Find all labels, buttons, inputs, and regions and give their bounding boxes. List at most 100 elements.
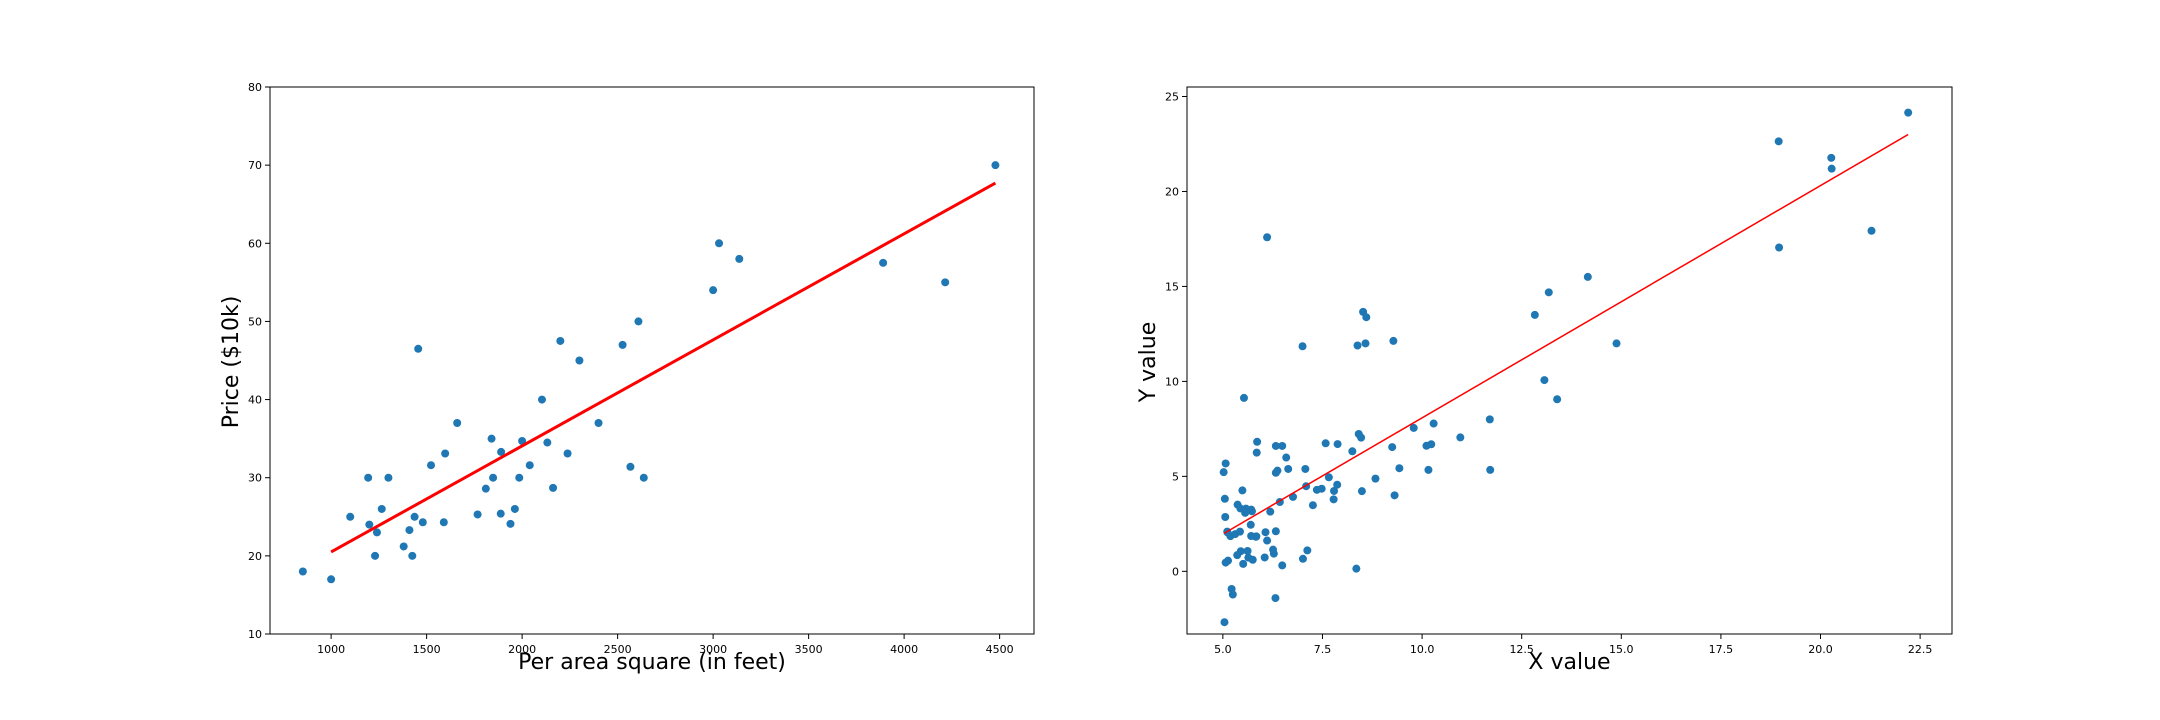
- data-point: [372, 528, 381, 537]
- data-point: [1221, 459, 1230, 468]
- data-point: [1429, 419, 1438, 428]
- data-point: [709, 286, 718, 295]
- data-point: [497, 447, 506, 456]
- x-tick-label: 5.0: [1214, 643, 1232, 656]
- data-point: [563, 449, 572, 458]
- data-point: [1321, 439, 1330, 448]
- y-tick-label: 60: [248, 237, 262, 250]
- data-point: [1308, 501, 1317, 510]
- data-point: [543, 438, 552, 447]
- data-point: [518, 436, 527, 445]
- data-point: [1220, 618, 1229, 627]
- x-ticks: 5.0 7.5 10.0 12.5 15.0 17.5 20.0 22.5: [1214, 634, 1932, 656]
- y-tick-label: 10: [1165, 375, 1179, 388]
- x-tick-label: 4500: [986, 643, 1014, 656]
- x-axis-label: Per area square (in feet): [518, 650, 786, 675]
- data-point: [1252, 448, 1261, 457]
- data-point: [346, 512, 355, 521]
- data-point: [515, 473, 524, 482]
- data-point: [1424, 465, 1433, 474]
- y-tick-label: 20: [248, 550, 262, 563]
- data-point: [399, 542, 408, 551]
- data-point: [384, 473, 393, 482]
- data-point: [1235, 527, 1244, 536]
- scatter-points: [1219, 108, 1913, 627]
- data-point: [1253, 437, 1262, 446]
- data-point: [1427, 440, 1436, 449]
- data-point: [1261, 528, 1270, 537]
- data-point: [1390, 491, 1399, 500]
- data-point: [1271, 441, 1280, 450]
- data-point: [1221, 558, 1230, 567]
- data-point: [1371, 474, 1380, 483]
- data-point: [1827, 153, 1836, 162]
- data-point: [1348, 447, 1357, 456]
- data-point: [1324, 473, 1333, 482]
- data-point: [1544, 288, 1553, 297]
- y-ticks: 0 5 10 15 20 25: [1165, 90, 1187, 578]
- data-point: [1583, 272, 1592, 281]
- data-point: [1266, 507, 1275, 516]
- data-point: [639, 473, 648, 482]
- x-tick-label: 15.0: [1609, 643, 1634, 656]
- fit-line: [330, 181, 997, 554]
- data-point: [941, 278, 950, 287]
- regression-line: [1223, 133, 1909, 534]
- data-point: [410, 512, 419, 521]
- data-point: [549, 483, 558, 492]
- data-point: [441, 449, 450, 458]
- data-point: [1271, 468, 1280, 477]
- data-point: [1284, 464, 1293, 473]
- data-point: [626, 462, 635, 471]
- plot-frame: [1186, 86, 1953, 635]
- data-point: [1388, 443, 1397, 452]
- data-point: [1271, 527, 1280, 536]
- data-point: [1278, 561, 1287, 570]
- data-point: [371, 551, 380, 560]
- x-axis-label: X value: [1528, 650, 1610, 675]
- data-point: [1239, 559, 1248, 568]
- y-ticks: 10 20 30 40 50 60 70 80: [248, 81, 270, 641]
- x-ticks: 1000 1500 2000 2500 3000 3500 4000 4500: [317, 634, 1014, 656]
- data-point: [1236, 504, 1245, 513]
- data-point: [327, 575, 336, 584]
- y-tick-label: 70: [248, 159, 262, 172]
- data-point: [634, 317, 643, 326]
- data-point: [365, 520, 374, 529]
- data-point: [377, 504, 386, 513]
- data-point: [1298, 554, 1307, 563]
- data-point: [506, 519, 515, 528]
- data-point: [1246, 520, 1255, 529]
- data-point: [418, 518, 427, 527]
- data-point: [1330, 486, 1339, 495]
- data-point: [1269, 545, 1278, 554]
- fit-line: [1223, 133, 1909, 534]
- y-tick-label: 30: [248, 472, 262, 485]
- data-point: [510, 504, 519, 513]
- data-point: [1298, 342, 1307, 351]
- data-point: [1329, 495, 1338, 504]
- data-point: [1243, 547, 1252, 556]
- data-point: [1271, 594, 1280, 603]
- x-tick-label: 12.5: [1509, 643, 1534, 656]
- data-point: [408, 551, 417, 560]
- data-point: [1219, 468, 1228, 477]
- y-tick-label: 25: [1165, 90, 1179, 103]
- y-axis-label: Price ($10k): [219, 296, 244, 429]
- data-point: [1361, 339, 1370, 348]
- y-axis-label: Y value: [1136, 322, 1161, 404]
- data-point: [575, 356, 584, 365]
- x-tick-label: 2500: [604, 643, 632, 656]
- plot-frame: [269, 86, 1035, 635]
- data-point: [1301, 464, 1310, 473]
- data-point: [525, 461, 534, 470]
- data-point: [1333, 440, 1342, 449]
- data-point: [618, 340, 627, 349]
- data-point: [481, 484, 490, 493]
- data-point: [1312, 485, 1321, 494]
- data-point: [1362, 313, 1371, 322]
- data-point: [496, 509, 505, 518]
- data-point: [414, 344, 423, 353]
- data-point: [879, 258, 888, 267]
